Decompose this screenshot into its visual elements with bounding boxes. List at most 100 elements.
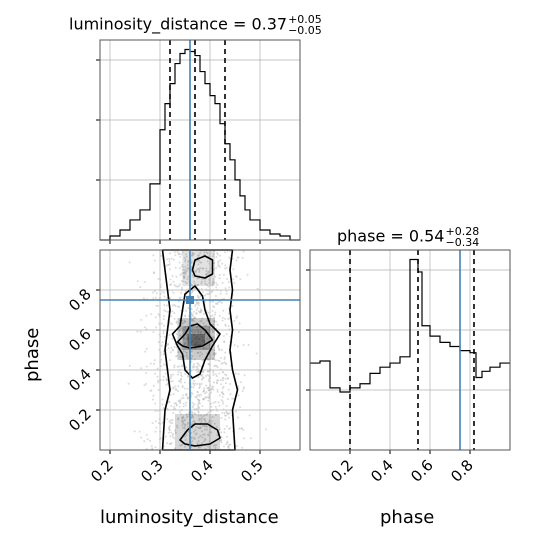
scatter-point	[208, 374, 211, 377]
scatter-point	[183, 271, 186, 274]
scatter-point	[179, 399, 182, 402]
scatter-point	[184, 268, 187, 271]
scatter-point	[208, 278, 211, 281]
scatter-point	[203, 387, 206, 390]
scatter-point	[209, 363, 212, 366]
x-axis-label-luminosity-distance: luminosity_distance	[100, 507, 279, 528]
title-upper: +0.05	[288, 13, 322, 26]
scatter-point	[169, 393, 172, 396]
scatter-point	[159, 354, 162, 357]
title-prefix: luminosity_distance =	[69, 14, 252, 34]
scatter-point	[172, 258, 175, 261]
scatter-point	[175, 355, 178, 358]
scatter-point	[185, 253, 188, 256]
scatter-point	[215, 443, 218, 446]
scatter-point	[215, 364, 218, 367]
scatter-point	[207, 255, 210, 258]
scatter-point	[159, 292, 162, 295]
scatter-point	[183, 427, 186, 430]
scatter-point	[195, 426, 198, 429]
scatter-point	[264, 428, 267, 431]
scatter-point	[161, 341, 164, 344]
scatter-point	[191, 328, 194, 331]
scatter-point	[195, 368, 198, 371]
scatter-point	[218, 273, 221, 276]
scatter-point	[162, 318, 165, 321]
scatter-point	[197, 263, 200, 266]
scatter-point	[169, 380, 172, 383]
scatter-point	[176, 250, 179, 253]
scatter-point	[239, 278, 242, 281]
x-tick-label: 0.8	[447, 456, 477, 486]
scatter-point	[193, 287, 196, 290]
scatter-point	[183, 256, 186, 259]
scatter-point	[191, 340, 194, 343]
scatter-point	[213, 365, 216, 368]
scatter-point	[220, 391, 223, 394]
scatter-point	[221, 396, 224, 399]
scatter-point	[184, 404, 187, 407]
scatter-point	[215, 286, 218, 289]
scatter-point	[199, 311, 202, 314]
scatter-point	[223, 357, 226, 360]
scatter-point	[219, 259, 222, 262]
scatter-point	[190, 360, 193, 363]
scatter-point	[173, 408, 176, 411]
scatter-point	[178, 405, 181, 408]
scatter-point	[223, 251, 226, 254]
scatter-point	[173, 402, 176, 405]
scatter-point	[215, 256, 218, 259]
scatter-point	[162, 379, 165, 382]
scatter-point	[208, 395, 211, 398]
hist-phase-panel: 0.2 0.4 0.6 0.8	[306, 249, 511, 486]
scatter-point	[140, 318, 143, 321]
scatter-point	[207, 389, 210, 392]
scatter-point	[185, 413, 188, 416]
scatter-point	[243, 386, 246, 389]
scatter-point	[206, 373, 209, 376]
scatter-point	[205, 384, 208, 387]
scatter-point	[196, 367, 199, 370]
scatter-point	[160, 365, 163, 368]
scatter-point	[237, 330, 240, 333]
scatter-point	[178, 380, 181, 383]
scatter-point	[214, 359, 217, 362]
scatter-point	[168, 442, 171, 445]
scatter-point	[146, 438, 149, 441]
scatter-point	[221, 411, 224, 414]
scatter-point	[215, 281, 218, 284]
scatter-point	[157, 277, 160, 280]
scatter-point	[179, 334, 182, 337]
scatter-point	[155, 304, 158, 307]
scatter-point	[201, 405, 204, 408]
scatter-point	[220, 348, 223, 351]
scatter-point	[221, 387, 224, 390]
scatter-point	[223, 341, 226, 344]
scatter-point	[136, 330, 139, 333]
scatter-point	[184, 300, 187, 303]
scatter-point	[158, 348, 161, 351]
scatter-point	[224, 351, 227, 354]
scatter-point	[216, 333, 219, 336]
scatter-point	[213, 305, 216, 308]
scatter-point	[214, 295, 217, 298]
scatter-point	[240, 427, 243, 430]
scatter-point	[193, 382, 196, 385]
scatter-point	[187, 307, 190, 310]
scatter-point	[209, 376, 212, 379]
scatter-point	[181, 364, 184, 367]
scatter-point	[184, 320, 187, 323]
scatter-point	[171, 422, 174, 425]
scatter-point	[226, 440, 229, 443]
scatter-point	[197, 330, 200, 333]
scatter-point	[164, 435, 167, 438]
scatter-point	[242, 344, 245, 347]
scatter-point	[224, 264, 227, 267]
scatter-point	[197, 351, 200, 354]
scatter-point	[183, 426, 186, 429]
scatter-point	[158, 379, 161, 382]
scatter-point	[205, 270, 208, 273]
scatter-point	[207, 380, 210, 383]
scatter-point	[192, 430, 195, 433]
y-tick-label: 0.4	[65, 365, 95, 395]
